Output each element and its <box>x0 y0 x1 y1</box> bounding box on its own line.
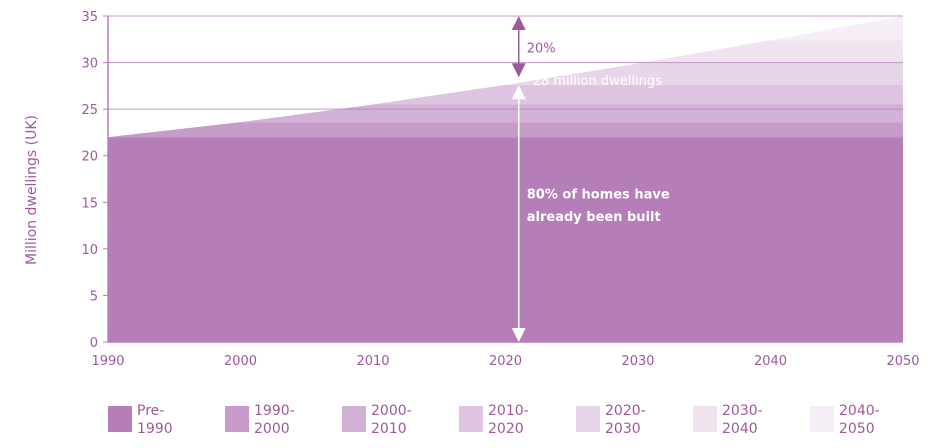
area-2030-2040 <box>108 40 903 138</box>
y-tick-label: 10 <box>81 243 98 258</box>
area-1990-2000 <box>108 122 903 138</box>
legend-label-line2: 2000 <box>254 421 290 437</box>
legend-label-line2: 2050 <box>839 421 875 437</box>
dwellings-chart: 0 5 10 15 20 25 30 35 1990 2000 2010 2020 2030 2040 2… <box>24 10 920 369</box>
area-2010-2020 <box>108 84 903 138</box>
legend-swatch <box>108 406 132 432</box>
legend-item-2020-2030: 2020- 2030 <box>576 402 675 438</box>
y-tick-label: 30 <box>81 57 98 72</box>
legend-label-line1: 2040- <box>839 403 880 419</box>
legend-swatch <box>576 406 600 432</box>
legend-label-line2: 2030 <box>605 421 641 437</box>
future-share-label: 20% <box>527 42 556 57</box>
x-tick-label: 2000 <box>224 354 257 369</box>
y-tick-label: 0 <box>90 336 98 351</box>
annotations: 20% 28 million dwellings 80% of homes ha… <box>511 16 670 342</box>
legend-label: 2020- 2030 <box>605 402 675 438</box>
legend-item-2040-2050: 2040- 2050 <box>810 402 909 438</box>
x-tick-labels: 1990 2000 2010 2020 2030 2040 2050 <box>91 354 919 369</box>
legend-label: 2040- 2050 <box>839 402 909 438</box>
upper-arrow-head-up <box>511 16 526 30</box>
legend-label-line1: 2020- <box>605 403 646 419</box>
legend-item-2010-2020: 2010- 2020 <box>459 402 558 438</box>
legend-label-line1: 2000- <box>371 403 412 419</box>
area-pre-1990 <box>108 137 903 342</box>
x-tick-label: 2030 <box>621 354 654 369</box>
x-tick-label: 1990 <box>91 354 124 369</box>
area-2020-2030 <box>108 63 903 138</box>
legend-item-1990-2000: 1990- 2000 <box>225 402 324 438</box>
legend-label-line1: 2030- <box>722 403 763 419</box>
built-share-line-1: 80% of homes have <box>527 188 670 203</box>
lower-arrow-head-down <box>511 328 526 342</box>
lower-arrow-head-up <box>511 85 526 100</box>
legend-swatch <box>342 406 366 432</box>
legend: Pre- 1990 1990- 2000 2000- 2010 2010- 20… <box>0 402 929 448</box>
legend-label-line2: 2040 <box>722 421 758 437</box>
area-2000-2010 <box>108 104 903 138</box>
built-share-line-2: already been built <box>527 210 661 225</box>
legend-item-pre-1990: Pre- 1990 <box>108 402 207 438</box>
legend-label-line2: 2010 <box>371 421 407 437</box>
legend-label: 2030- 2040 <box>722 402 792 438</box>
legend-label: Pre- 1990 <box>137 402 207 438</box>
legend-label-line1: 2010- <box>488 403 529 419</box>
upper-arrow-head-down <box>511 63 526 78</box>
y-tick-label: 15 <box>81 196 98 211</box>
y-tick-label: 25 <box>81 103 98 118</box>
legend-swatch <box>225 406 249 432</box>
legend-label-line2: 1990 <box>137 421 173 437</box>
legend-swatch <box>810 406 834 432</box>
y-axis-label: Million dwellings (UK) <box>24 115 40 265</box>
axes <box>107 16 903 343</box>
current-stock-label: 28 million dwellings <box>533 74 662 89</box>
legend-item-2000-2010: 2000- 2010 <box>342 402 441 438</box>
stacked-areas <box>108 16 903 342</box>
legend-item-2030-2040: 2030- 2040 <box>693 402 792 438</box>
x-tick-label: 2050 <box>886 354 919 369</box>
legend-swatch <box>693 406 717 432</box>
legend-label-line1: Pre- <box>137 403 165 419</box>
x-tick-label: 2020 <box>489 354 522 369</box>
legend-swatch <box>459 406 483 432</box>
legend-label: 2010- 2020 <box>488 402 558 438</box>
x-tick-label: 2040 <box>754 354 787 369</box>
x-tick-label: 2010 <box>356 354 389 369</box>
y-tick-labels: 0 5 10 15 20 25 30 35 <box>81 10 108 351</box>
legend-label-line2: 2020 <box>488 421 524 437</box>
y-tick-label: 35 <box>81 10 98 25</box>
legend-label: 1990- 2000 <box>254 402 324 438</box>
legend-label-line1: 1990- <box>254 403 295 419</box>
legend-label: 2000- 2010 <box>371 402 441 438</box>
y-tick-label: 20 <box>81 150 98 165</box>
y-tick-label: 5 <box>90 289 98 304</box>
gridlines <box>108 15 903 296</box>
